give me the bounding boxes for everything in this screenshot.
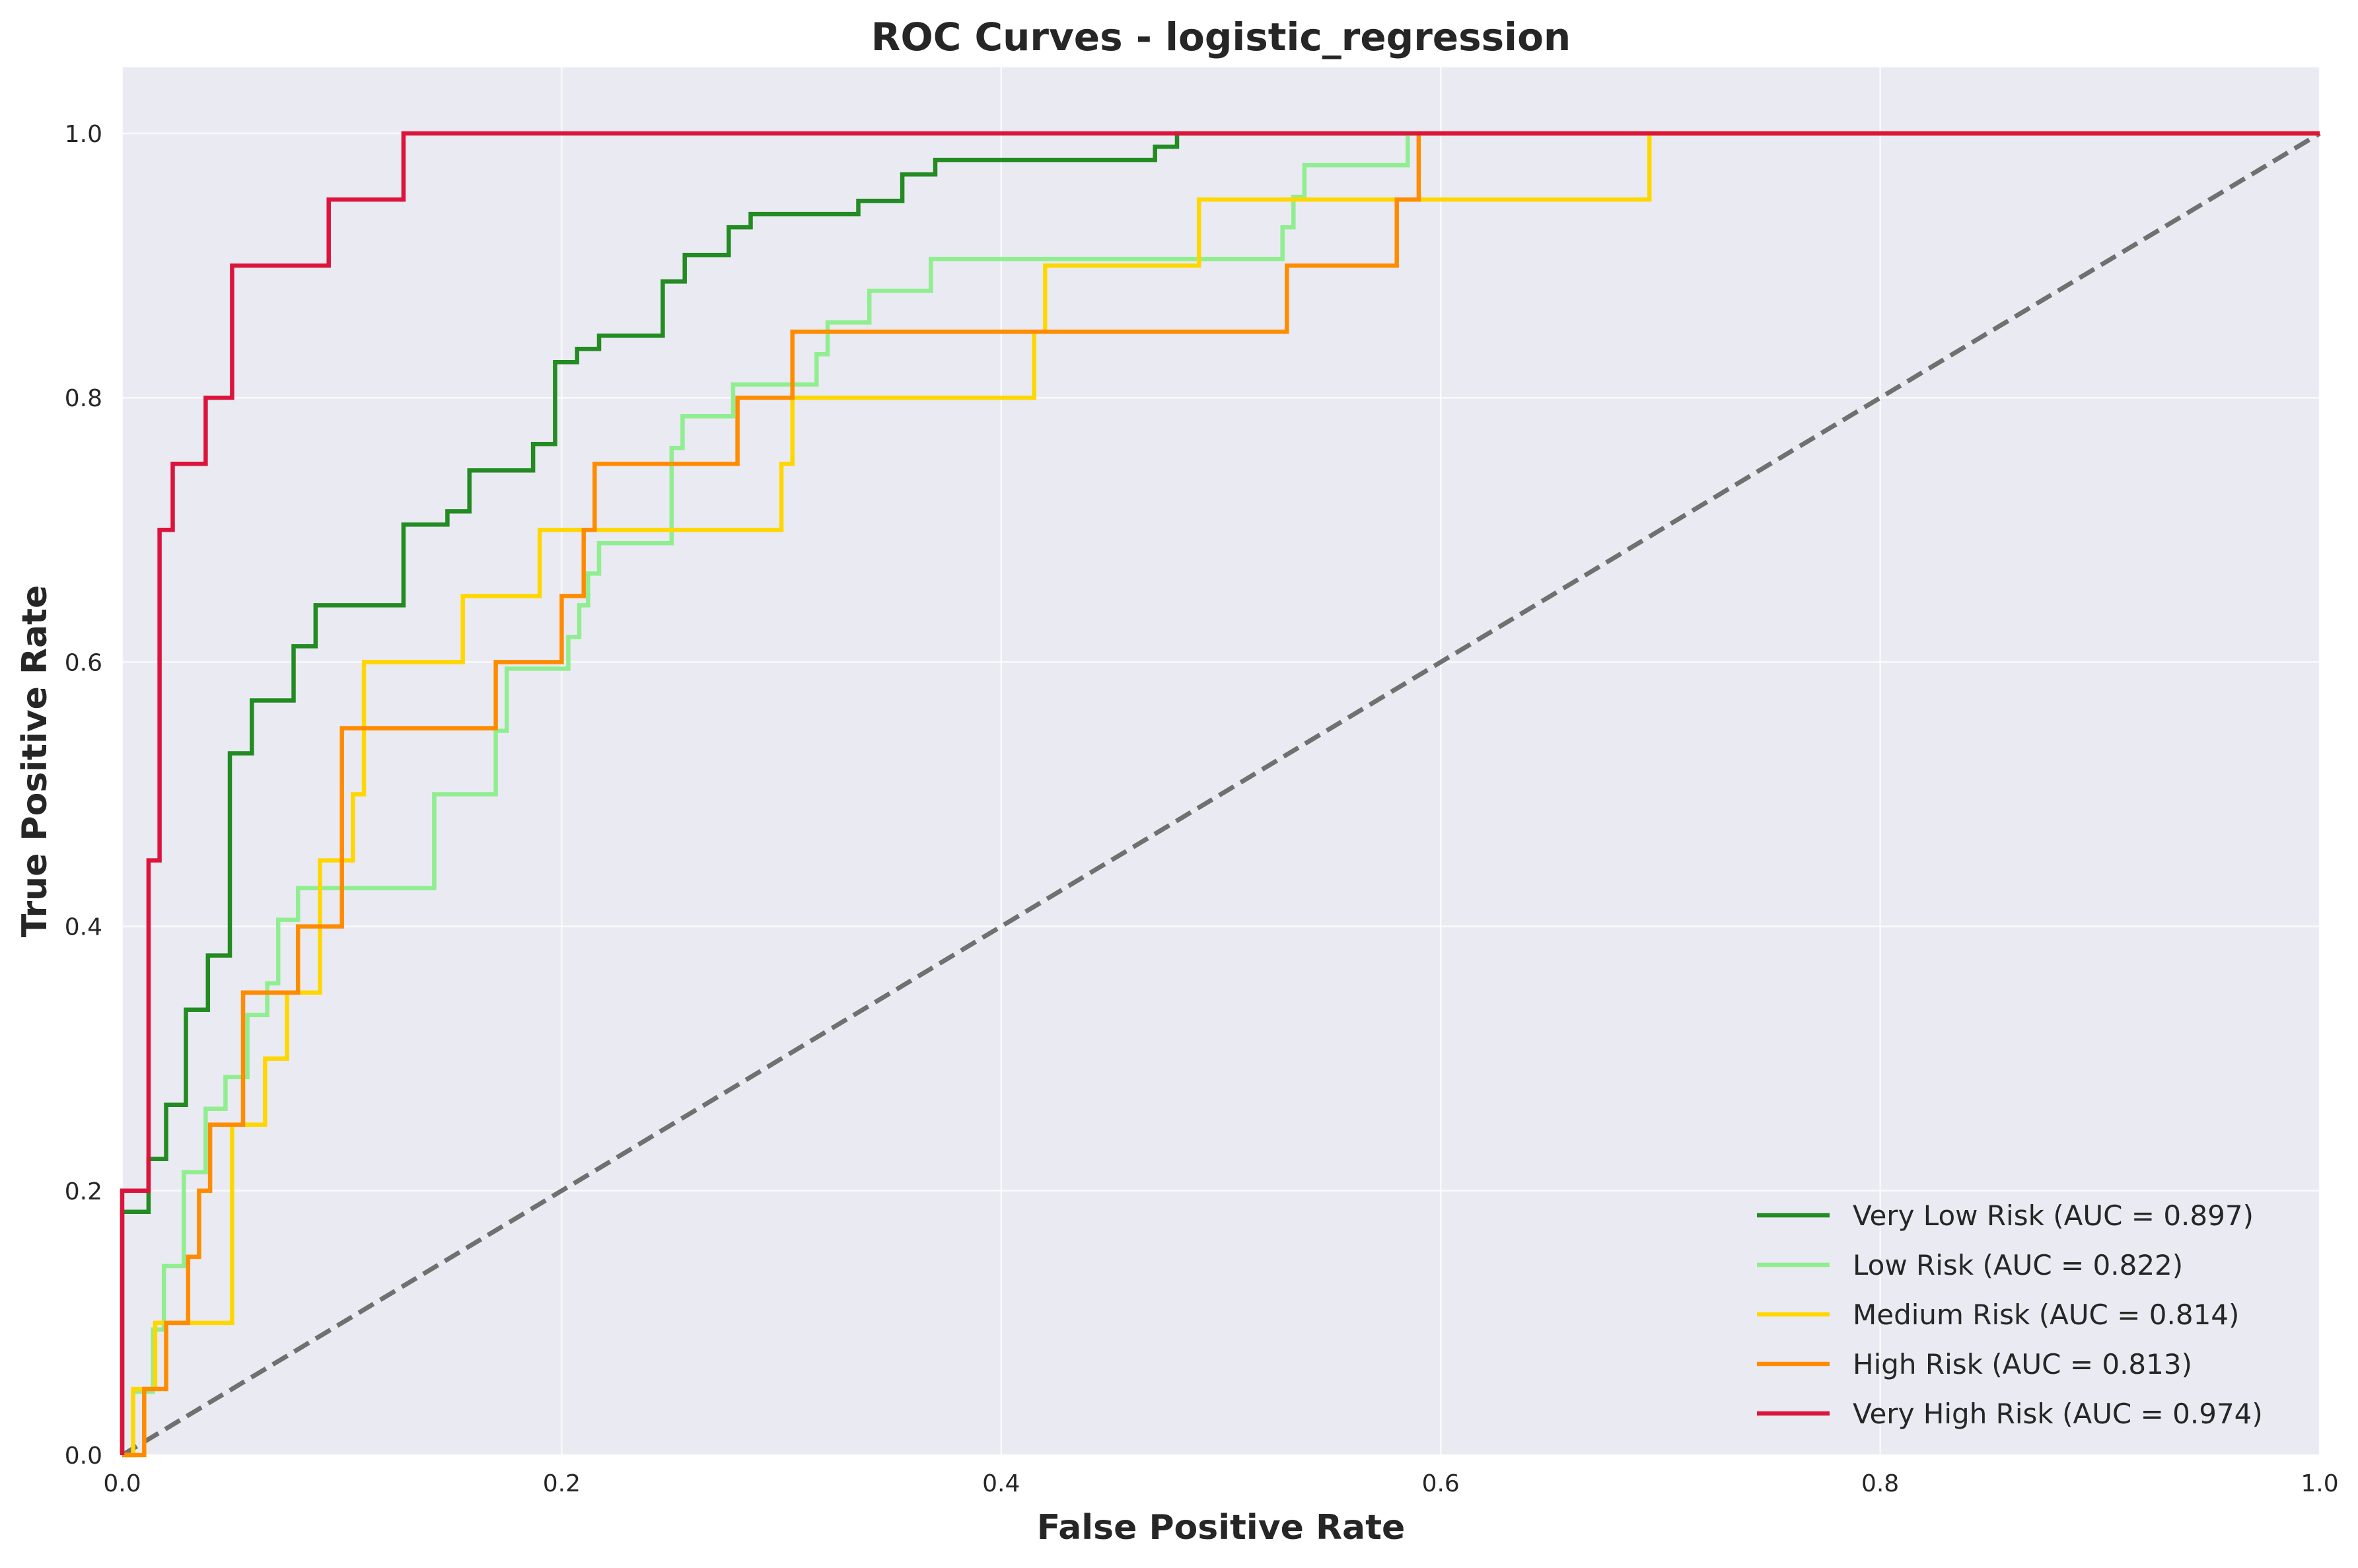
legend-label-1: Low Risk (AUC = 0.822) bbox=[1853, 1249, 2183, 1281]
legend-label-0: Very Low Risk (AUC = 0.897) bbox=[1853, 1199, 2254, 1232]
x-tick-label: 1.0 bbox=[2301, 1470, 2338, 1497]
x-axis-label: False Positive Rate bbox=[1037, 1508, 1406, 1548]
y-tick-label: 0.2 bbox=[65, 1178, 102, 1205]
series-line-3 bbox=[122, 131, 2320, 1458]
y-tick-label: 0.6 bbox=[65, 649, 102, 676]
diagonal-reference bbox=[121, 131, 2321, 1457]
series-line-1 bbox=[122, 131, 2320, 1458]
x-tick-label: 0.2 bbox=[543, 1470, 581, 1497]
y-tick-label: 0.4 bbox=[65, 914, 102, 941]
y-axis-label: True Positive Rate bbox=[15, 585, 55, 938]
x-tick-label: 0.4 bbox=[982, 1470, 1020, 1497]
x-tick-label: 0.0 bbox=[103, 1470, 141, 1497]
tick-labels: 0.0 0.2 0.4 0.6 0.8 1.0 0.0 0.2 0.4 0.6 0.8 1.0 bbox=[65, 121, 2339, 1497]
y-tick-label: 0.0 bbox=[65, 1443, 102, 1470]
x-tick-label: 0.6 bbox=[1422, 1470, 1460, 1497]
chart-title: ROC Curves - logistic_regression bbox=[871, 15, 1571, 59]
y-tick-label: 0.8 bbox=[65, 385, 102, 412]
y-tick-label: 1.0 bbox=[65, 121, 102, 148]
plot-background bbox=[122, 67, 2320, 1455]
x-tick-label: 0.8 bbox=[1861, 1470, 1899, 1497]
grid-lines bbox=[121, 67, 2321, 1456]
diagonal-line bbox=[121, 131, 2321, 1457]
series-line-2 bbox=[122, 131, 2320, 1458]
legend: Very Low Risk (AUC = 0.897) Low Risk (AUC… bbox=[1757, 1199, 2263, 1430]
series-lines bbox=[120, 131, 2320, 1458]
series-line-0 bbox=[120, 131, 2320, 1455]
series-line-4 bbox=[120, 131, 2320, 1455]
legend-label-2: Medium Risk (AUC = 0.814) bbox=[1853, 1299, 2239, 1331]
legend-label-3: High Risk (AUC = 0.813) bbox=[1853, 1348, 2192, 1380]
legend-label-4: Very High Risk (AUC = 0.974) bbox=[1853, 1398, 2263, 1430]
